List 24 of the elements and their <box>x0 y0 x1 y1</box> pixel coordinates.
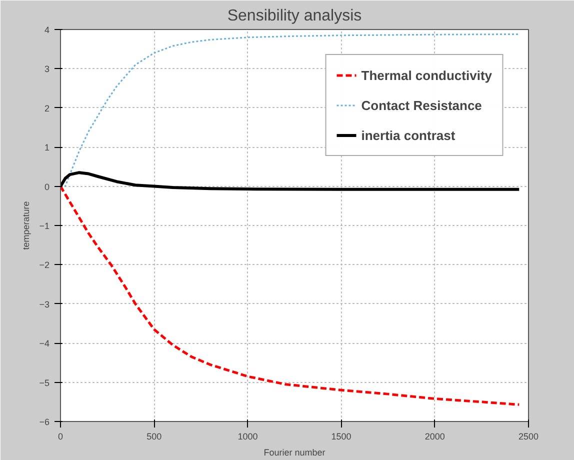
y-tick-label: 0 <box>44 182 50 192</box>
y-axis-title: temperature <box>21 201 32 250</box>
legend-label: Thermal conductivity <box>361 68 492 82</box>
y-tick-label: 3 <box>44 64 50 74</box>
y-tick-label: −6 <box>39 417 50 427</box>
legend-label: inertia contrast <box>361 128 456 142</box>
y-tick-label: −3 <box>39 299 50 310</box>
y-tick-label: −4 <box>39 338 50 349</box>
x-tick-label: 500 <box>146 432 162 442</box>
x-tick-label: 2000 <box>424 432 445 442</box>
line-series <box>60 185 520 406</box>
x-axis-title: Fourier number <box>264 448 326 458</box>
y-tick-label: 1 <box>44 142 50 153</box>
legend-label: Contact Resistance <box>361 98 482 112</box>
y-tick-label: −1 <box>39 221 50 231</box>
x-tick-label: 1500 <box>331 432 352 442</box>
x-tick-label: 0 <box>58 432 64 442</box>
x-tick-label: 1000 <box>238 432 258 442</box>
y-tick-label: 2 <box>44 103 50 114</box>
y-tick-label: −5 <box>39 378 50 388</box>
y-tick-label: 4 <box>44 25 50 35</box>
chart-title: Sensibility analysis <box>227 8 362 24</box>
y-tick-label: −2 <box>39 260 50 270</box>
x-tick-label: 2500 <box>518 432 539 442</box>
